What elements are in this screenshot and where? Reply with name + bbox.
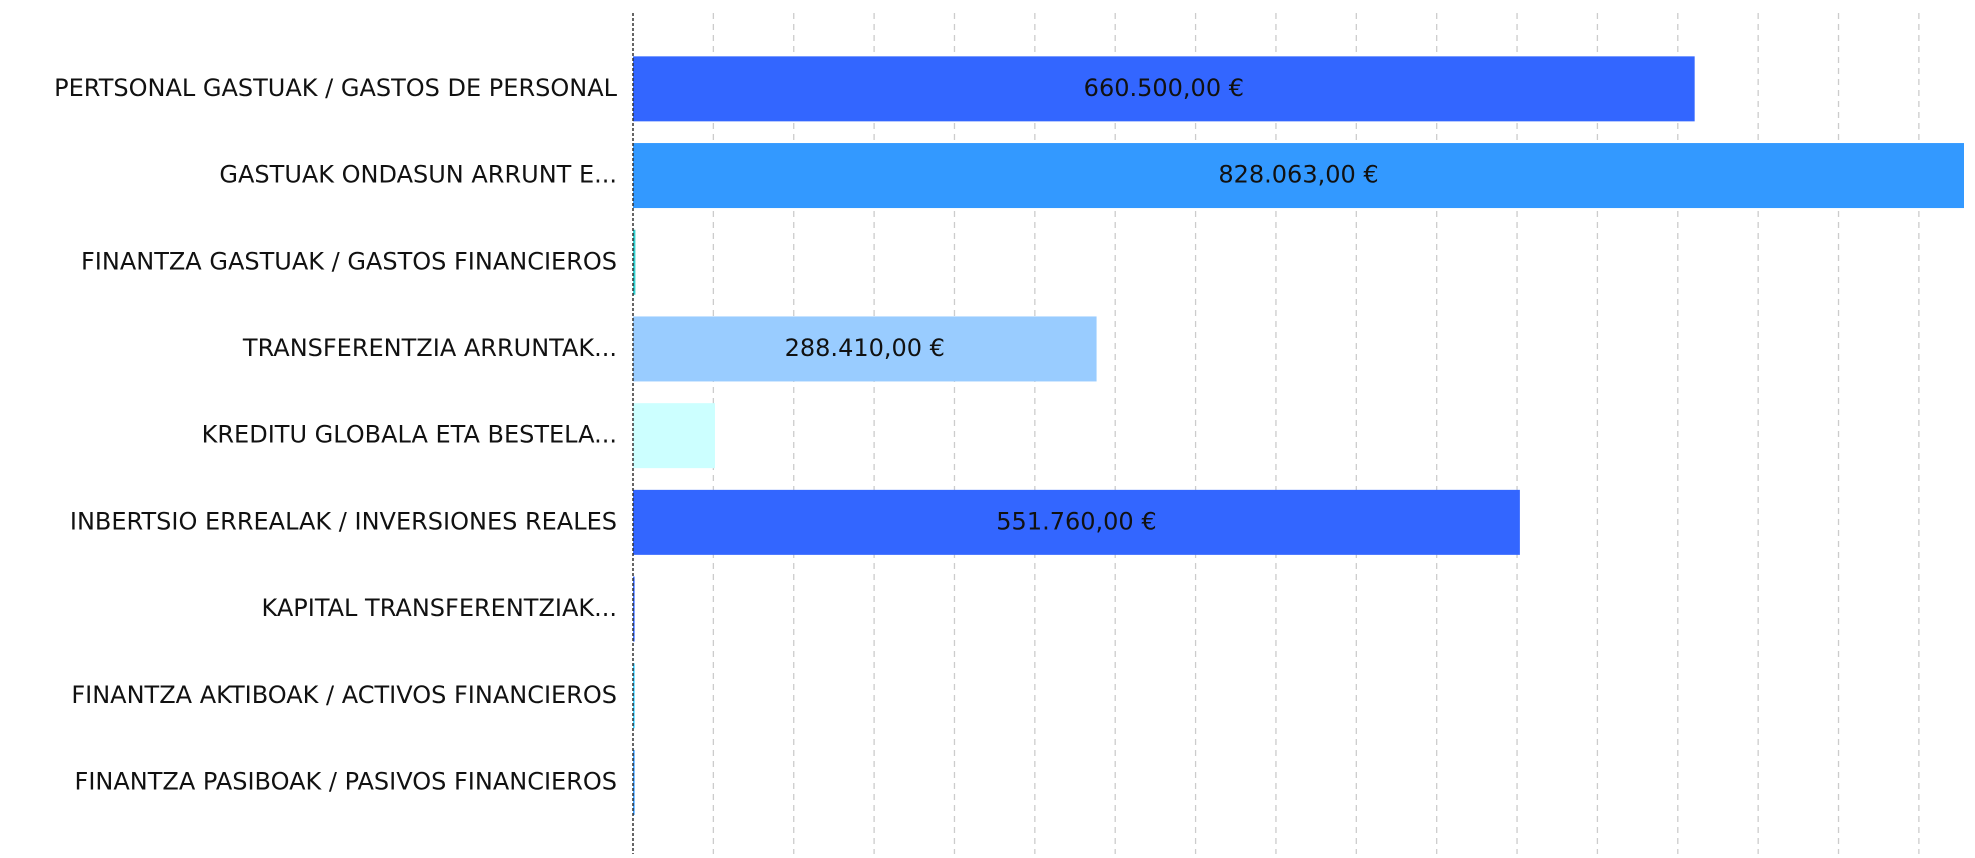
category-label: FINANTZA GASTUAK / GASTOS FINANCIEROS: [81, 247, 617, 275]
category-label: INBERTSIO ERREALAK / INVERSIONES REALES: [70, 507, 617, 535]
value-label: 660.500,00 €: [1084, 74, 1244, 102]
category-label: KAPITAL TRANSFERENTZIAK...: [262, 594, 617, 622]
category-label: TRANSFERENTZIA ARRUNTAK...: [242, 334, 617, 362]
bar: [633, 489, 1520, 555]
category-label: FINANTZA PASIBOAK / PASIVOS FINANCIEROS: [75, 767, 617, 795]
category-label: PERTSONAL GASTUAK / GASTOS DE PERSONAL: [54, 74, 617, 102]
value-label: 551.760,00 €: [996, 507, 1156, 535]
category-label: FINANTZA AKTIBOAK / ACTIVOS FINANCIEROS: [71, 681, 617, 709]
bar: [633, 316, 1097, 382]
bar: [633, 56, 1695, 122]
bar: [633, 576, 635, 642]
bar: [633, 229, 636, 295]
category-label: KREDITU GLOBALA ETA BESTELA...: [202, 421, 617, 449]
category-label: GASTUAK ONDASUN ARRUNT E...: [219, 161, 617, 189]
bar: [633, 143, 1964, 209]
bar: [633, 663, 635, 729]
bar: [633, 403, 715, 469]
value-label: 288.410,00 €: [785, 334, 945, 362]
value-label: 828.063,00 €: [1218, 161, 1378, 189]
bar: [633, 749, 635, 815]
